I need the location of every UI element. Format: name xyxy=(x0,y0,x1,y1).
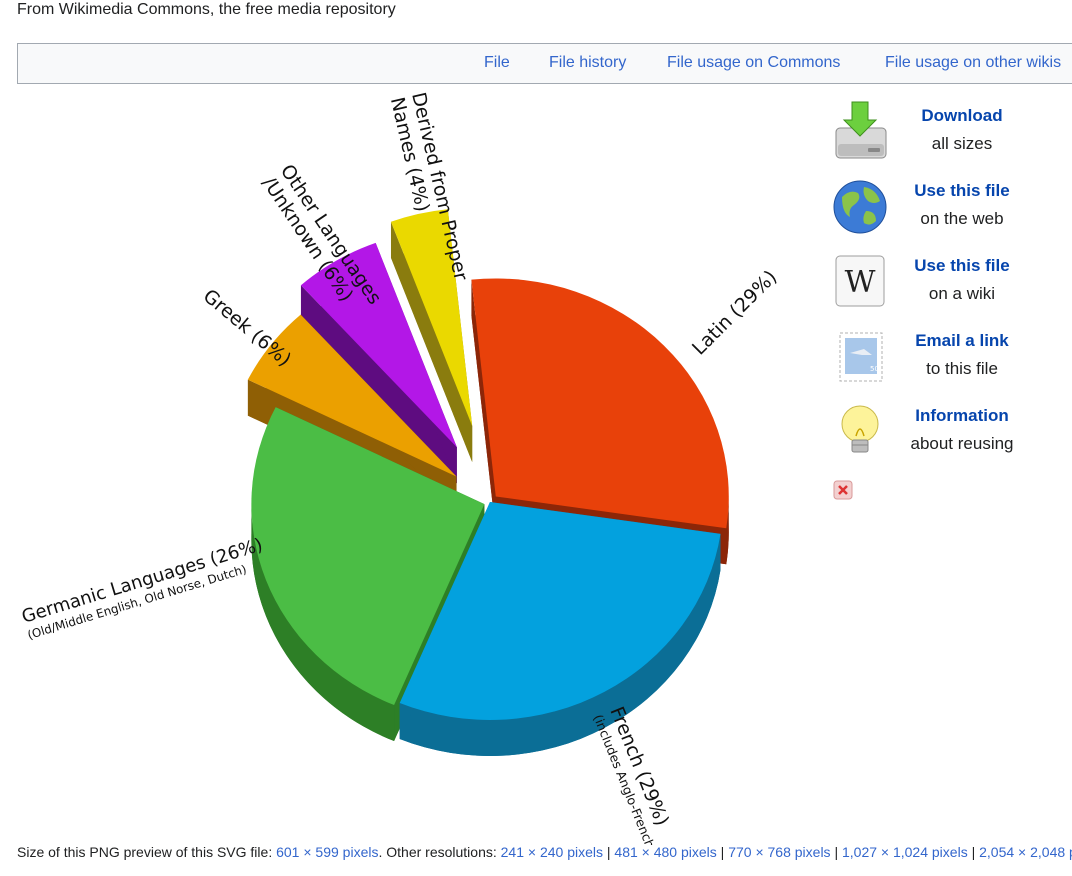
slice-side xyxy=(726,496,729,565)
resolution-link-481[interactable]: 481 × 480 pixels xyxy=(614,844,717,860)
use-on-wiki-item[interactable]: W Use this file on a wiki xyxy=(826,246,1072,316)
use-on-web-item[interactable]: Use this file on the web xyxy=(826,171,1072,241)
close-icon[interactable] xyxy=(833,480,853,500)
slice-wall xyxy=(471,279,496,533)
tab-file-usage-other-wikis[interactable]: File usage on other wikis xyxy=(885,54,1062,71)
resolution-link-1027[interactable]: 1,027 × 1,024 pixels xyxy=(841,844,968,860)
slice-side xyxy=(399,533,721,756)
download-sub: all sizes xyxy=(931,134,993,153)
footer-separator: | xyxy=(716,844,729,860)
footer-other-label: . Other resolutions: xyxy=(378,844,501,860)
use-web-sub: on the web xyxy=(920,209,1004,228)
email-link-item[interactable]: 50 Email a link to this file xyxy=(826,321,1072,391)
slice-top xyxy=(390,209,473,427)
download-title[interactable]: Download xyxy=(921,106,1003,125)
download-item[interactable]: Download all sizes xyxy=(826,96,1072,166)
wikipedia-icon: W xyxy=(835,255,885,307)
slice-top xyxy=(399,502,721,720)
information-title[interactable]: Information xyxy=(915,406,1009,425)
lightbulb-icon xyxy=(841,405,879,453)
email-title[interactable]: Email a link xyxy=(915,331,1009,350)
footer-separator: | xyxy=(830,844,842,860)
email-sub: to this file xyxy=(926,359,998,378)
slice-side xyxy=(251,504,395,742)
resolution-link-770[interactable]: 770 × 768 pixels xyxy=(728,844,831,860)
use-web-title[interactable]: Use this file xyxy=(914,181,1010,200)
page-subtitle: From Wikimedia Commons, the free media r… xyxy=(17,1,396,18)
globe-icon xyxy=(833,180,887,234)
slice-top xyxy=(247,314,457,477)
slice-label-3: Greek (6%) xyxy=(199,285,296,371)
email-stamp-icon: 50 xyxy=(839,332,883,382)
information-sub: about reusing xyxy=(910,434,1014,453)
footer-separator: | xyxy=(967,844,980,860)
svg-text:W: W xyxy=(845,265,876,300)
download-icon xyxy=(835,101,887,159)
slice-label-0: Latin (29%) xyxy=(688,266,781,359)
resolution-link-241[interactable]: 241 × 240 pixels xyxy=(500,844,603,860)
tab-file-history[interactable]: File history xyxy=(549,54,627,71)
resolution-footer: Size of this PNG preview of this SVG fil… xyxy=(17,844,1072,860)
footer-separator: | xyxy=(603,844,615,860)
preview-size-link[interactable]: 601 × 599 pixels xyxy=(276,844,379,860)
pie-slice-4 xyxy=(300,242,457,484)
use-wiki-sub: on a wiki xyxy=(928,284,996,303)
slice-wall xyxy=(390,221,473,463)
use-wiki-title[interactable]: Use this file xyxy=(914,256,1010,275)
tab-file-usage-commons[interactable]: File usage on Commons xyxy=(667,54,841,71)
information-item[interactable]: Information about reusing xyxy=(826,396,1072,466)
pie-slice-1 xyxy=(399,502,721,756)
slice-top xyxy=(471,278,729,529)
slice-label-1: French (29%)(includes Anglo-French) xyxy=(590,704,681,845)
file-tab-bar: File File history File usage on Commons … xyxy=(17,43,1072,84)
slice-top xyxy=(251,407,485,706)
slice-wall xyxy=(300,285,457,484)
pie-chart: Latin (29%) French (29%)(includes Anglo-F… xyxy=(19,90,781,845)
slice-top xyxy=(300,242,457,448)
svg-text:50: 50 xyxy=(870,365,879,373)
footer-prefix: Size of this PNG preview of this SVG fil… xyxy=(17,844,277,860)
tab-file[interactable]: File xyxy=(484,54,510,71)
slice-label-2: Germanic Languages (26%)(Old/Middle Engl… xyxy=(19,534,269,642)
resolution-link-2054[interactable]: 2,054 × 2,048 pixels xyxy=(979,844,1072,860)
pie-slice-5 xyxy=(390,209,473,463)
